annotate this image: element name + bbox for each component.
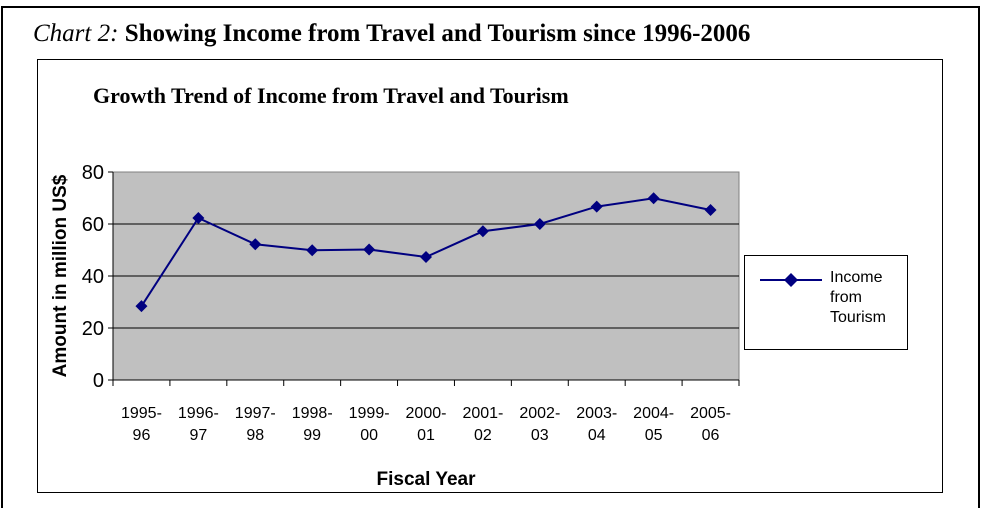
y-tick-label: 60 (82, 214, 104, 236)
data-point-marker (363, 243, 376, 256)
x-tick-label: 2003-04 (576, 405, 617, 444)
legend-series-marker (760, 273, 822, 287)
data-point-marker (306, 244, 319, 257)
y-axis-title: Amount in million US$ (50, 174, 71, 377)
data-point-marker (135, 300, 148, 313)
legend-label-line: Income (830, 269, 883, 286)
legend-label-line: from (830, 289, 862, 306)
x-tick-label: 2005-06 (690, 405, 731, 444)
y-tick-label: 20 (82, 318, 104, 340)
x-tick-label: 1999-00 (349, 405, 390, 444)
y-tick-label: 40 (82, 266, 104, 288)
data-point-marker (647, 192, 660, 205)
x-tick-label: 1995-96 (121, 405, 162, 444)
data-point-marker (590, 200, 603, 213)
x-tick-label: 1997-98 (235, 405, 276, 444)
caption-label: Chart 2: (33, 20, 119, 47)
data-point-marker (192, 212, 205, 225)
x-tick-label: 2004-05 (633, 405, 674, 444)
x-axis-title: Fiscal Year (377, 469, 477, 490)
y-tick-label: 0 (93, 370, 104, 392)
caption-text: Showing Income from Travel and Tourism s… (118, 20, 751, 47)
data-point-marker (704, 203, 717, 216)
data-point-marker (420, 251, 432, 264)
legend-label-line: Tourism (830, 309, 887, 326)
data-point-marker (249, 238, 262, 251)
x-tick-label: 1998-99 (292, 405, 333, 444)
figure-caption: Chart 2: Showing Income from Travel and … (33, 20, 750, 48)
x-tick-label: 2002-03 (519, 405, 560, 444)
x-tick-label: 2000-01 (406, 405, 447, 444)
x-tick-label: 1996-97 (178, 405, 219, 444)
y-tick-label: 80 (82, 162, 104, 184)
legend: Income from Tourism (744, 255, 908, 350)
chart-title: Growth Trend of Income from Travel and T… (93, 83, 569, 108)
figure-frame (1, 6, 980, 508)
legend-label: Income from Tourism (830, 268, 906, 328)
x-tick-label: 2001-02 (462, 405, 503, 444)
data-point-marker (476, 225, 489, 238)
data-point-marker (533, 218, 546, 230)
